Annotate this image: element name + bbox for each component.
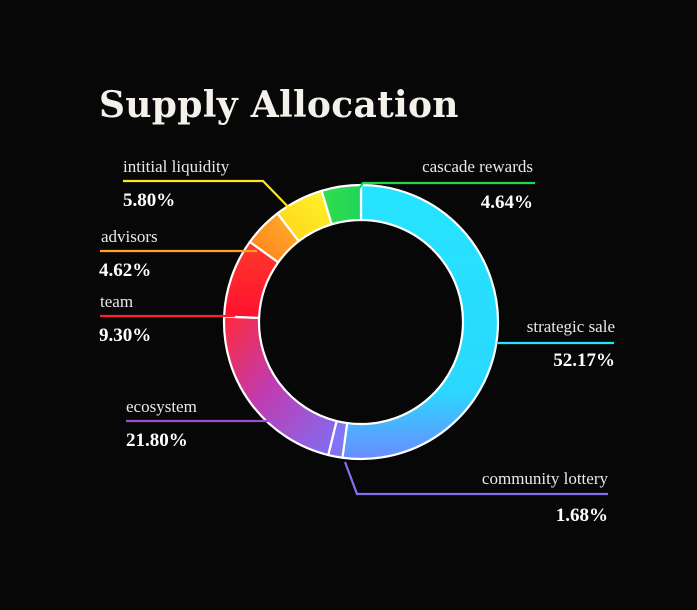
value-community-lottery: 1.68% [555, 505, 608, 526]
value-team: 9.30% [99, 325, 152, 346]
label-strategic-sale: strategic sale [526, 317, 615, 336]
value-ecosystem: 21.80% [126, 430, 188, 451]
label-team: team [100, 292, 134, 311]
label-cascade-rewards: cascade rewards [422, 157, 533, 176]
leader-line-community-lottery [343, 461, 608, 496]
leader-line-cascade-rewards [347, 181, 535, 205]
slice-cascade-rewards [320, 183, 363, 226]
label-intitial-liquidity: intitial liquidity [123, 157, 230, 176]
slice-ecosystem [222, 315, 338, 457]
slice-strategic-sale [341, 183, 500, 461]
label-ecosystem: ecosystem [126, 397, 197, 416]
label-advisors: advisors [101, 227, 158, 246]
label-community-lottery: community lottery [481, 469, 608, 488]
leader-line-intitial-liquidity [123, 179, 298, 217]
value-advisors: 4.62% [99, 260, 152, 281]
chart-title: Supply Allocation [99, 84, 459, 126]
value-cascade-rewards: 4.64% [480, 192, 533, 213]
value-intitial-liquidity: 5.80% [123, 190, 176, 211]
value-strategic-sale: 52.17% [553, 350, 615, 371]
